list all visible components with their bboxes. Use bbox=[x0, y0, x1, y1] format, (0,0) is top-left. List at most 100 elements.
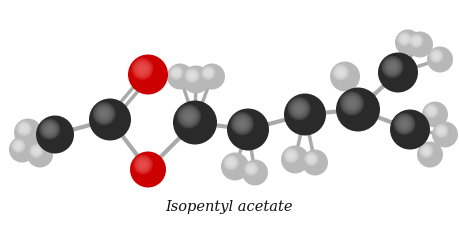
Circle shape bbox=[427, 106, 436, 115]
Circle shape bbox=[18, 123, 30, 134]
Circle shape bbox=[400, 120, 409, 128]
Circle shape bbox=[307, 154, 316, 163]
Circle shape bbox=[285, 150, 297, 161]
Circle shape bbox=[429, 108, 434, 114]
Circle shape bbox=[205, 69, 212, 76]
Circle shape bbox=[169, 66, 184, 80]
Circle shape bbox=[186, 70, 198, 81]
Circle shape bbox=[185, 68, 200, 83]
Circle shape bbox=[21, 126, 27, 131]
Circle shape bbox=[133, 155, 153, 174]
Circle shape bbox=[137, 158, 149, 171]
Circle shape bbox=[434, 53, 439, 59]
Circle shape bbox=[12, 140, 25, 152]
Circle shape bbox=[174, 70, 179, 76]
Circle shape bbox=[247, 164, 256, 173]
Circle shape bbox=[390, 109, 430, 150]
Circle shape bbox=[330, 61, 360, 92]
Circle shape bbox=[227, 159, 235, 166]
Circle shape bbox=[428, 107, 435, 114]
Circle shape bbox=[334, 65, 348, 80]
Circle shape bbox=[381, 56, 403, 78]
Circle shape bbox=[412, 36, 421, 45]
Circle shape bbox=[397, 32, 412, 46]
Circle shape bbox=[135, 157, 151, 172]
Circle shape bbox=[292, 101, 306, 116]
Circle shape bbox=[170, 67, 183, 79]
Circle shape bbox=[31, 146, 42, 156]
Circle shape bbox=[188, 72, 196, 79]
Circle shape bbox=[30, 145, 43, 157]
Circle shape bbox=[432, 51, 441, 60]
Circle shape bbox=[288, 97, 311, 120]
Circle shape bbox=[306, 153, 317, 164]
Circle shape bbox=[225, 157, 237, 168]
Circle shape bbox=[245, 163, 257, 175]
Circle shape bbox=[422, 102, 448, 127]
Circle shape bbox=[288, 153, 294, 158]
Circle shape bbox=[295, 104, 303, 113]
Circle shape bbox=[137, 63, 148, 74]
Circle shape bbox=[178, 106, 199, 127]
Circle shape bbox=[97, 106, 112, 121]
Circle shape bbox=[227, 109, 269, 151]
Circle shape bbox=[201, 66, 216, 80]
Circle shape bbox=[228, 160, 234, 165]
Circle shape bbox=[180, 107, 198, 125]
Circle shape bbox=[283, 148, 299, 163]
Circle shape bbox=[386, 60, 399, 74]
Circle shape bbox=[413, 37, 420, 44]
Circle shape bbox=[340, 91, 364, 115]
Circle shape bbox=[242, 159, 268, 185]
Circle shape bbox=[286, 151, 296, 160]
Circle shape bbox=[430, 50, 442, 62]
Circle shape bbox=[388, 63, 397, 71]
Circle shape bbox=[291, 100, 308, 117]
Circle shape bbox=[432, 121, 458, 147]
Circle shape bbox=[347, 99, 356, 108]
Circle shape bbox=[128, 54, 168, 94]
Circle shape bbox=[43, 123, 56, 136]
Circle shape bbox=[387, 61, 398, 72]
Circle shape bbox=[431, 50, 442, 61]
Circle shape bbox=[399, 118, 410, 129]
Circle shape bbox=[309, 156, 314, 162]
Circle shape bbox=[138, 159, 148, 169]
Circle shape bbox=[238, 119, 246, 128]
Circle shape bbox=[308, 155, 315, 163]
Circle shape bbox=[434, 124, 448, 138]
Circle shape bbox=[13, 141, 24, 151]
Circle shape bbox=[341, 93, 363, 114]
Circle shape bbox=[281, 146, 309, 174]
Circle shape bbox=[398, 33, 411, 45]
Circle shape bbox=[378, 53, 418, 92]
Circle shape bbox=[16, 143, 21, 149]
Circle shape bbox=[246, 163, 257, 174]
Circle shape bbox=[235, 116, 249, 131]
Circle shape bbox=[183, 110, 195, 122]
Circle shape bbox=[249, 166, 254, 172]
Circle shape bbox=[181, 109, 196, 124]
Circle shape bbox=[433, 52, 440, 60]
Circle shape bbox=[187, 71, 197, 80]
Circle shape bbox=[15, 142, 22, 149]
Circle shape bbox=[425, 105, 437, 117]
Circle shape bbox=[226, 158, 236, 167]
Circle shape bbox=[27, 141, 53, 168]
Circle shape bbox=[45, 124, 55, 134]
Circle shape bbox=[182, 65, 210, 93]
Circle shape bbox=[419, 144, 433, 158]
Text: Isopentyl acetate: Isopentyl acetate bbox=[165, 201, 293, 214]
Circle shape bbox=[409, 34, 424, 48]
Circle shape bbox=[46, 125, 54, 133]
Circle shape bbox=[224, 156, 238, 169]
Circle shape bbox=[173, 69, 180, 76]
Circle shape bbox=[138, 65, 146, 73]
Circle shape bbox=[401, 35, 408, 43]
Circle shape bbox=[130, 152, 166, 188]
Circle shape bbox=[400, 34, 409, 43]
Circle shape bbox=[397, 117, 411, 131]
Circle shape bbox=[131, 58, 153, 80]
Circle shape bbox=[436, 125, 447, 136]
Circle shape bbox=[9, 136, 35, 163]
